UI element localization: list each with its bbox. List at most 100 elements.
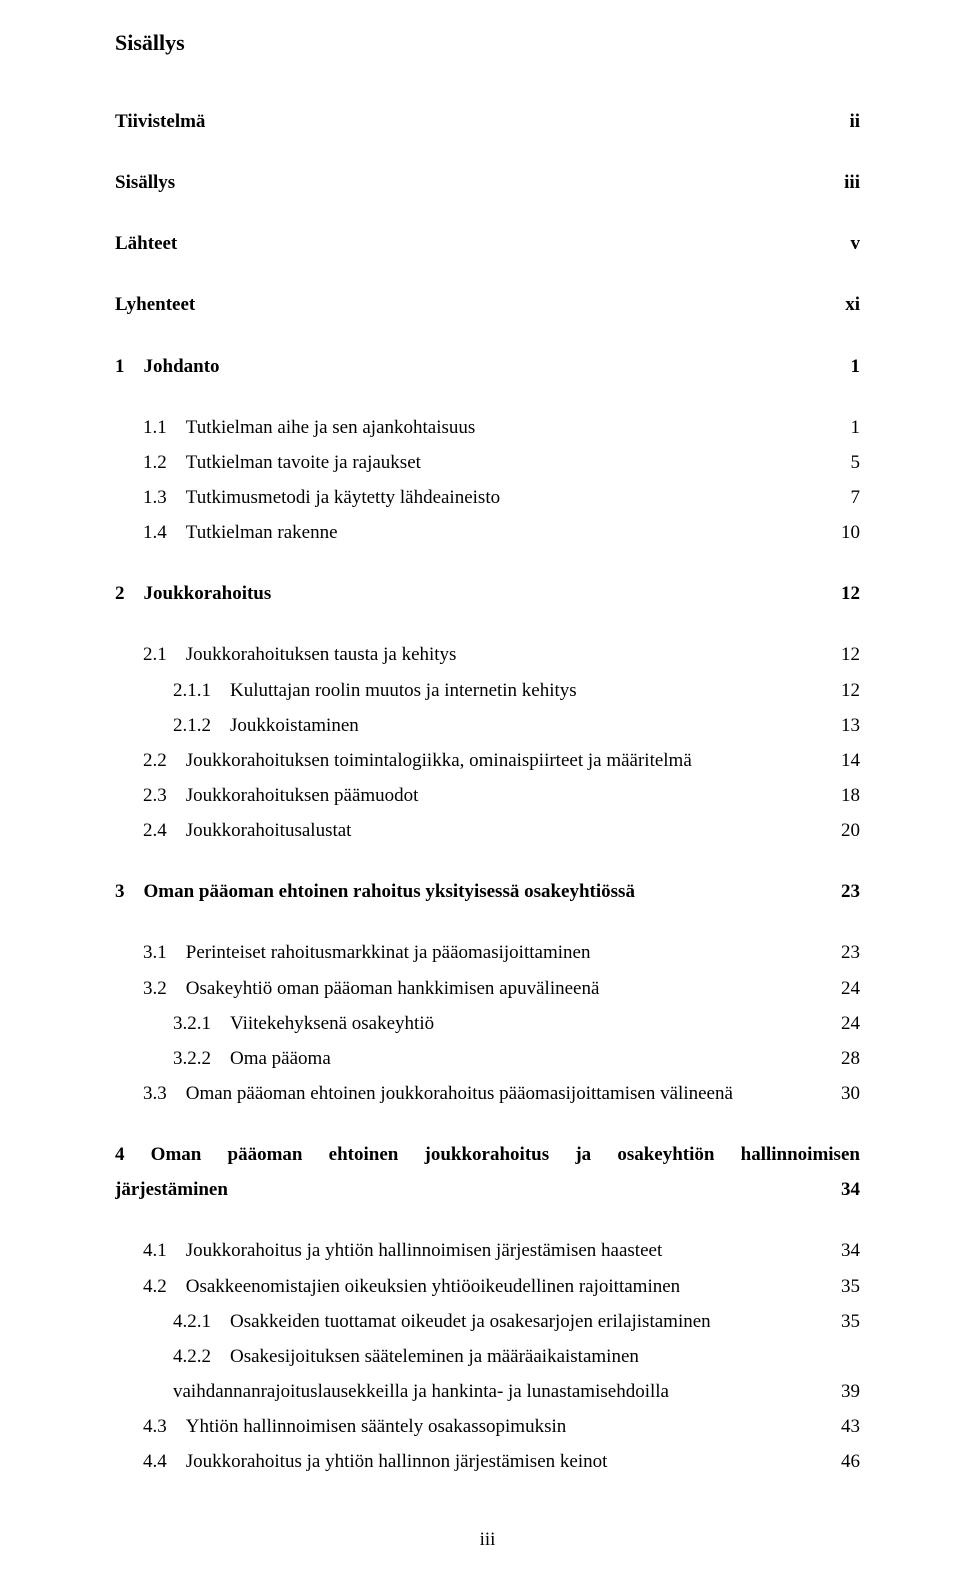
toc-page: 34 — [838, 1172, 860, 1207]
toc-label: 4.4 Joukkorahoitus ja yhtiön hallinnon j… — [143, 1444, 607, 1479]
toc-entry: 2.1.1 Kuluttajan roolin muutos ja intern… — [115, 673, 860, 708]
toc-heading-word: Oman — [151, 1137, 202, 1172]
toc-label: 1.1 Tutkielman aihe ja sen ajankohtaisuu… — [143, 410, 475, 445]
toc-page: 10 — [838, 515, 860, 550]
toc-page: xi — [842, 287, 860, 322]
toc-page: 23 — [838, 935, 860, 970]
toc-label: 3.1 Perinteiset rahoitusmarkkinat ja pää… — [143, 935, 590, 970]
toc-entry: 1.1 Tutkielman aihe ja sen ajankohtaisuu… — [115, 410, 860, 445]
toc-entry: 1 Johdanto 1 — [115, 349, 860, 384]
toc-page: 7 — [848, 480, 861, 515]
toc-label: Lähteet — [115, 226, 177, 261]
toc-entry: 2.2 Joukkorahoituksen toimintalogiikka, … — [115, 743, 860, 778]
toc-label: 3.3 Oman pääoman ehtoinen joukkorahoitus… — [143, 1076, 733, 1111]
toc-label: 4.2.1 Osakkeiden tuottamat oikeudet ja o… — [173, 1304, 711, 1339]
page-title: Sisällys — [115, 30, 860, 56]
toc-page: 43 — [838, 1409, 860, 1444]
toc-list: 4.1 Joukkorahoitus ja yhtiön hallinnoimi… — [115, 1233, 860, 1338]
toc-entry: 3.2 Osakeyhtiö oman pääoman hankkimisen … — [115, 971, 860, 1006]
toc-label: 2.1 Joukkorahoituksen tausta ja kehitys — [143, 637, 456, 672]
toc-entry: 3.1 Perinteiset rahoitusmarkkinat ja pää… — [115, 935, 860, 970]
toc-entry: 4.3 Yhtiön hallinnoimisen sääntely osaka… — [115, 1409, 860, 1444]
toc-page: 18 — [838, 778, 860, 813]
toc-label: 4.2 Osakkeenomistajien oikeuksien yhtiöo… — [143, 1269, 680, 1304]
toc-label: Lyhenteet — [115, 287, 195, 322]
toc-entry: 4.2 Osakkeenomistajien oikeuksien yhtiöo… — [115, 1269, 860, 1304]
toc-page: 35 — [838, 1304, 860, 1339]
toc-label: 4.1 Joukkorahoitus ja yhtiön hallinnoimi… — [143, 1233, 662, 1268]
toc-entry: 2.3 Joukkorahoituksen päämuodot 18 — [115, 778, 860, 813]
toc-page: iii — [841, 165, 860, 200]
toc-page: 46 — [838, 1444, 860, 1479]
toc-heading-word: ja — [575, 1137, 591, 1172]
toc-label: 2.1.1 Kuluttajan roolin muutos ja intern… — [173, 673, 577, 708]
toc-label: 3 Oman pääoman ehtoinen rahoitus yksityi… — [115, 874, 635, 909]
toc-page: 30 — [838, 1076, 860, 1111]
toc-label: Sisällys — [115, 165, 175, 200]
toc-label: 2.1.2 Joukkoistaminen — [173, 708, 359, 743]
toc-page: 12 — [838, 637, 860, 672]
toc-page: 5 — [848, 445, 861, 480]
toc-entry: 2.4 Joukkorahoitusalustat 20 — [115, 813, 860, 848]
toc-label: 2.2 Joukkorahoituksen toimintalogiikka, … — [143, 743, 692, 778]
toc-page: 24 — [838, 1006, 860, 1041]
toc-entry: 4.1 Joukkorahoitus ja yhtiön hallinnoimi… — [115, 1233, 860, 1268]
toc-page: 13 — [838, 708, 860, 743]
toc-page: 34 — [838, 1233, 860, 1268]
toc-page: 12 — [838, 576, 860, 611]
toc-label: Tiivistelmä — [115, 104, 205, 139]
toc-entry: 2 Joukkorahoitus 12 — [115, 576, 860, 611]
toc-entry: Sisällys iii — [115, 165, 860, 200]
toc-heading-word: ehtoinen — [329, 1137, 399, 1172]
toc-label: 2.4 Joukkorahoitusalustat — [143, 813, 351, 848]
toc-label: 1 Johdanto — [115, 349, 220, 384]
toc-label: järjestäminen — [115, 1172, 228, 1207]
toc-entry: 3.2.1 Viitekehyksenä osakeyhtiö 24 — [115, 1006, 860, 1041]
toc-page: 28 — [838, 1041, 860, 1076]
page-number-footer: iii — [115, 1529, 860, 1551]
toc-entry: 1.2 Tutkielman tavoite ja rajaukset 5 — [115, 445, 860, 480]
toc-entry: Tiivistelmä ii — [115, 104, 860, 139]
toc-entry: 3.2.2 Oma pääoma 28 — [115, 1041, 860, 1076]
toc-page: 1 — [848, 410, 861, 445]
toc-entry: 2.1.2 Joukkoistaminen 13 — [115, 708, 860, 743]
toc-entry: 3 Oman pääoman ehtoinen rahoitus yksityi… — [115, 874, 860, 909]
toc-entry: Lyhenteet xi — [115, 287, 860, 322]
toc-label: 4.3 Yhtiön hallinnoimisen sääntely osaka… — [143, 1409, 566, 1444]
toc-heading-word: osakeyhtiön — [617, 1137, 714, 1172]
toc-label: 1.4 Tutkielman rakenne — [143, 515, 338, 550]
toc-page: 39 — [838, 1374, 860, 1409]
toc-heading-word: joukkorahoitus — [425, 1137, 550, 1172]
toc-heading-4-line1: 4Omanpääomanehtoinenjoukkorahoitusjaosak… — [115, 1137, 860, 1172]
toc-label: 3.2 Osakeyhtiö oman pääoman hankkimisen … — [143, 971, 599, 1006]
toc-page: 23 — [838, 874, 860, 909]
toc-entry-multiline: 4.2.2 Osakesijoituksen sääteleminen ja m… — [115, 1339, 860, 1409]
toc-page: 14 — [838, 743, 860, 778]
document-page: Sisällys Tiivistelmä ii Sisällys iii Lähteet… — [0, 0, 960, 1591]
toc-label: 4.2.2 Osakesijoituksen sääteleminen ja m… — [173, 1339, 860, 1374]
toc-page: 1 — [848, 349, 861, 384]
toc-list: Tiivistelmä ii Sisällys iii Lähteet v Lyhentee… — [115, 104, 860, 1111]
toc-page: 20 — [838, 813, 860, 848]
toc-label: 1.3 Tutkimusmetodi ja käytetty lähdeaine… — [143, 480, 500, 515]
toc-page: ii — [846, 104, 860, 139]
toc-entry: 2.1 Joukkorahoituksen tausta ja kehitys 1… — [115, 637, 860, 672]
toc-page: 24 — [838, 971, 860, 1006]
toc-entry: 3.3 Oman pääoman ehtoinen joukkorahoitus… — [115, 1076, 860, 1111]
toc-entry: 4.4 Joukkorahoitus ja yhtiön hallinnon j… — [115, 1444, 860, 1479]
toc-label: vaihdannanrajoituslausekkeilla ja hankin… — [173, 1374, 669, 1409]
toc-page: 35 — [838, 1269, 860, 1304]
toc-page: v — [848, 226, 861, 261]
toc-list: 4.3 Yhtiön hallinnoimisen sääntely osaka… — [115, 1409, 860, 1479]
toc-entry: 4.2.1 Osakkeiden tuottamat oikeudet ja o… — [115, 1304, 860, 1339]
toc-heading-4-line2: järjestäminen 34 — [115, 1172, 860, 1207]
toc-entry: Lähteet v — [115, 226, 860, 261]
toc-label: 2 Joukkorahoitus — [115, 576, 271, 611]
toc-label: 3.2.2 Oma pääoma — [173, 1041, 331, 1076]
toc-page: 12 — [838, 673, 860, 708]
toc-heading-word: hallinnoimisen — [741, 1137, 860, 1172]
toc-label: 2.3 Joukkorahoituksen päämuodot — [143, 778, 418, 813]
toc-label: 3.2.1 Viitekehyksenä osakeyhtiö — [173, 1006, 434, 1041]
toc-label: 1.2 Tutkielman tavoite ja rajaukset — [143, 445, 421, 480]
toc-entry: 1.4 Tutkielman rakenne 10 — [115, 515, 860, 550]
